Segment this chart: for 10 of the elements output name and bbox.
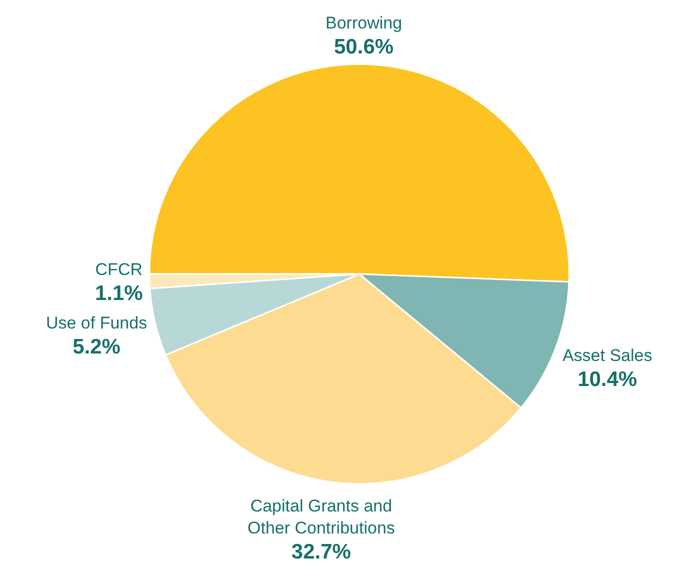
- slice-label: Asset Sales: [562, 346, 652, 366]
- data-label: 5.2%: [72, 336, 121, 359]
- data-label: 10.4%: [578, 368, 638, 392]
- slice-label: Use of Funds: [46, 314, 148, 333]
- data-label: 50.6%: [334, 35, 394, 58]
- slice-label: Borrowing: [326, 13, 402, 32]
- slice-label: CFCR: [95, 260, 142, 279]
- data-label: 1.1%: [94, 282, 144, 305]
- slice-label: Capital Grants and Other Contributions: [248, 496, 395, 538]
- data-label: 32.7%: [291, 540, 352, 564]
